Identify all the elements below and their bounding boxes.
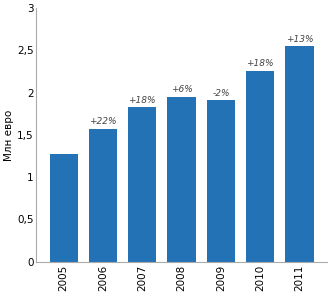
- Text: +18%: +18%: [128, 96, 156, 104]
- Bar: [167, 97, 196, 262]
- Bar: [246, 71, 274, 262]
- Bar: [207, 100, 235, 262]
- Bar: [89, 129, 117, 262]
- Text: +18%: +18%: [247, 59, 274, 68]
- Text: -2%: -2%: [212, 89, 230, 98]
- Bar: [128, 107, 157, 262]
- Text: +13%: +13%: [286, 35, 313, 44]
- Y-axis label: Млн евро: Млн евро: [4, 109, 14, 160]
- Bar: [285, 46, 314, 262]
- Bar: [50, 154, 78, 262]
- Text: +6%: +6%: [171, 85, 192, 94]
- Text: +22%: +22%: [89, 117, 117, 127]
